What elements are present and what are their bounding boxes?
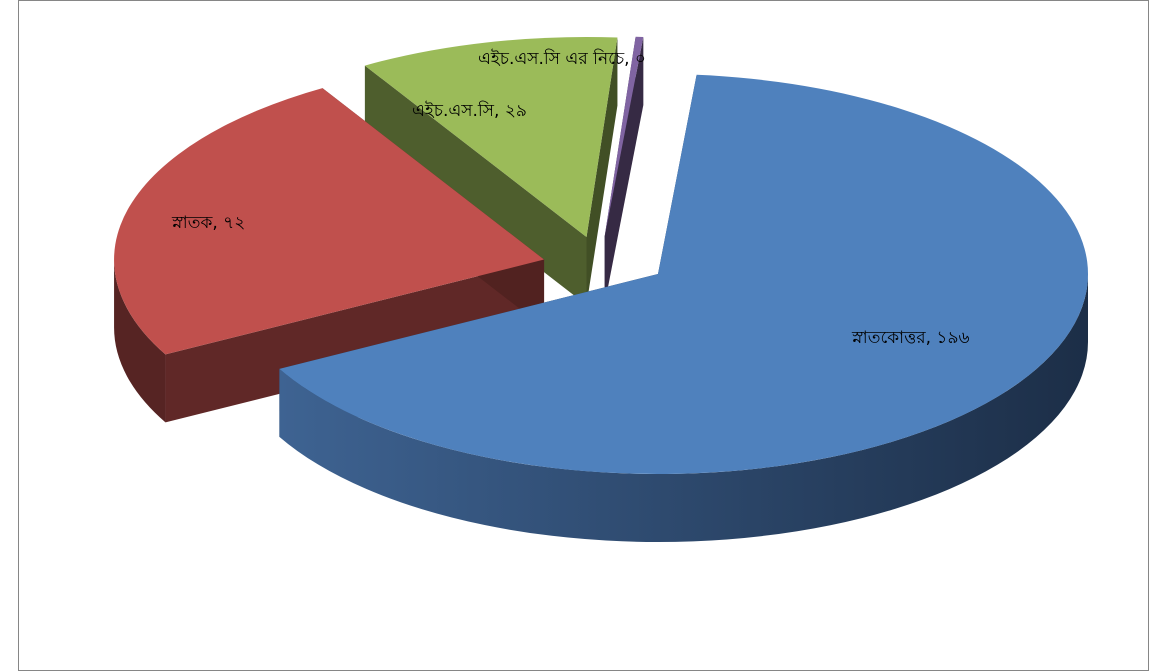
data-label-postgraduate: স্নাতকোত্তর, ১৯৬	[851, 328, 970, 348]
slice-wall-below-hsc	[604, 37, 644, 305]
data-label-hsc: এইচ.এস.সি, ২৯	[412, 100, 527, 121]
data-label-graduate: স্নাতক, ৭২	[171, 213, 245, 233]
data-label-below-hsc: এইচ.এস.সি এর নিচে, ০	[478, 48, 646, 69]
slice-wall-hsc	[364, 65, 587, 305]
slice-side-postgraduate	[279, 274, 1088, 542]
slice-wall-graduate	[165, 259, 545, 423]
slice-wall-hsc	[586, 37, 618, 305]
slice-top-hsc	[364, 36, 618, 237]
slice-top-postgraduate	[279, 74, 1089, 475]
slice-side-graduate	[114, 259, 166, 423]
slice-top-below-hsc	[604, 36, 644, 237]
slice-top-graduate	[114, 88, 545, 355]
